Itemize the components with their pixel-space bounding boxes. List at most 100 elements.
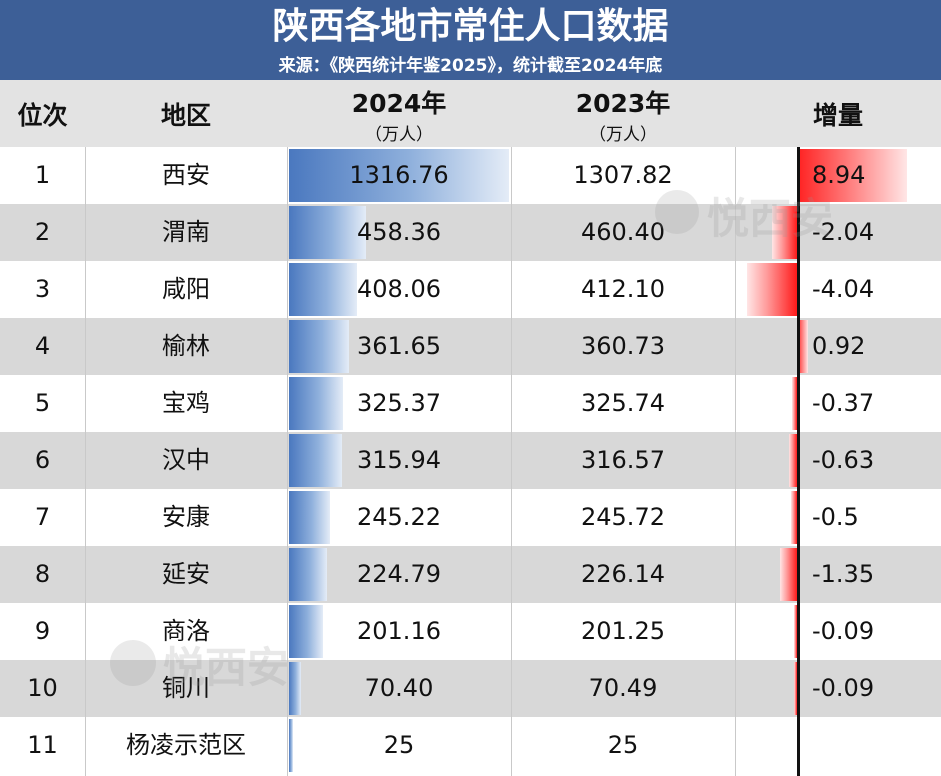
cell-region: 咸阳 (162, 275, 210, 303)
bar-2024 (289, 605, 323, 658)
cell-increase: -0.5 (812, 503, 859, 531)
cell-value-2023: 325.74 (581, 389, 665, 417)
table-row: 6 汉中 315.94 316.57 -0.63 (0, 432, 941, 489)
bar-increase (792, 377, 797, 430)
cell-rank: 4 (34, 332, 51, 360)
table-row: 5 宝鸡 325.37 325.74 -0.37 (0, 375, 941, 432)
bar-increase (771, 206, 797, 259)
cell-rank: 9 (34, 617, 51, 645)
cell-value-2023: 1307.82 (573, 161, 673, 189)
bar-increase (747, 263, 797, 316)
cell-rank: 1 (34, 161, 51, 189)
cell-increase: -1.35 (812, 560, 875, 588)
cell-rank: 6 (34, 446, 51, 474)
cell-region: 西安 (162, 161, 210, 189)
header-region: 地区 (160, 101, 211, 130)
cell-value-2023: 201.25 (581, 617, 665, 645)
cell-value-2023: 316.57 (581, 446, 665, 474)
watermark-logo-icon (110, 640, 156, 686)
cell-region: 商洛 (162, 617, 210, 645)
table-row: 3 咸阳 408.06 412.10 -4.04 (0, 261, 941, 318)
bar-2024 (289, 263, 358, 316)
bar-2024 (289, 434, 342, 487)
cell-region: 汉中 (162, 446, 210, 474)
watermark-text: 悦西安 (707, 194, 834, 243)
cell-region: 渭南 (162, 218, 210, 246)
table-row: 11 杨凌示范区 25 25 (0, 717, 941, 774)
table-row: 7 安康 245.22 245.72 -0.5 (0, 489, 941, 546)
cell-value-2023: 360.73 (581, 332, 665, 360)
header-2024-year: 2024年 (351, 89, 447, 118)
cell-value-2023: 245.72 (581, 503, 665, 531)
cell-increase: -0.37 (812, 389, 875, 417)
cell-increase: 0.92 (812, 332, 866, 360)
cell-value-2024: 315.94 (357, 446, 441, 474)
column-divider (287, 147, 288, 776)
cell-region: 杨凌示范区 (126, 731, 246, 759)
cell-rank: 7 (34, 503, 51, 531)
table-row: 9 商洛 201.16 201.25 -0.09 (0, 603, 941, 660)
cell-increase: -0.63 (812, 446, 875, 474)
header-rank: 位次 (17, 101, 68, 130)
cell-value-2023: 412.10 (581, 275, 665, 303)
cell-region: 安康 (162, 503, 210, 531)
bar-increase (797, 320, 809, 373)
cell-region: 铜川 (162, 674, 210, 702)
bar-2024 (289, 662, 301, 715)
cell-value-2024: 224.79 (357, 560, 441, 588)
bar-2024 (289, 491, 330, 544)
cell-rank: 11 (27, 731, 58, 759)
cell-rank: 5 (34, 389, 51, 417)
bar-2024 (289, 149, 509, 202)
cell-value-2024: 201.16 (357, 617, 441, 645)
header-2024: 2024年 （万人） (287, 84, 511, 145)
header-2023-year: 2023年 (575, 89, 671, 118)
cell-rank: 8 (34, 560, 51, 588)
bar-increase (790, 491, 797, 544)
header-2023: 2023年 （万人） (511, 84, 735, 145)
increase-zero-axis (797, 147, 800, 776)
page-title: 陕西各地市常住人口数据 (272, 6, 669, 47)
cell-increase: -0.09 (812, 674, 875, 702)
header-2024-unit: （万人） (365, 125, 433, 145)
cell-region: 榆林 (162, 332, 210, 360)
title-bar: 陕西各地市常住人口数据 来源：《陕西统计年鉴2025》，统计截至2024年底 (0, 0, 941, 80)
cell-value-2023: 25 (607, 731, 639, 759)
cell-value-2024: 1316.76 (349, 161, 449, 189)
cell-rank: 10 (27, 674, 58, 702)
column-divider (511, 147, 512, 776)
bar-2024 (289, 206, 366, 259)
cell-region: 宝鸡 (162, 389, 210, 417)
cell-value-2024: 245.22 (357, 503, 441, 531)
cell-increase: -4.04 (812, 275, 875, 303)
bar-2024 (289, 719, 294, 772)
cell-value-2023: 70.49 (588, 674, 658, 702)
cell-rank: 2 (34, 218, 51, 246)
table-row: 8 延安 224.79 226.14 -1.35 (0, 546, 941, 603)
table-row: 2 渭南 458.36 460.40 -2.04 (0, 204, 941, 261)
column-divider (85, 147, 86, 776)
table-row: 4 榆林 361.65 360.73 0.92 (0, 318, 941, 375)
cell-value-2024: 325.37 (357, 389, 441, 417)
page-subtitle: 来源：《陕西统计年鉴2025》，统计截至2024年底 (278, 56, 663, 76)
cell-region: 延安 (162, 560, 210, 588)
cell-increase: -2.04 (812, 218, 875, 246)
column-divider (735, 147, 736, 776)
bar-increase (797, 149, 907, 202)
header-increase: 增量 (812, 101, 863, 130)
cell-value-2024: 361.65 (357, 332, 441, 360)
watermark-logo-icon (655, 190, 699, 234)
table-header: 位次 地区 2024年 （万人） 2023年 （万人） 增量 (0, 80, 941, 147)
bar-increase (789, 434, 797, 487)
cell-increase: 8.94 (812, 161, 866, 189)
bar-increase (794, 662, 797, 715)
cell-value-2024: 25 (383, 731, 415, 759)
bar-increase (794, 605, 797, 658)
bar-increase (780, 548, 797, 601)
header-2023-unit: （万人） (589, 125, 657, 145)
table-row: 10 铜川 70.40 70.49 -0.09 (0, 660, 941, 717)
cell-value-2024: 408.06 (357, 275, 441, 303)
bar-2024 (289, 548, 327, 601)
table-row: 1 西安 1316.76 1307.82 8.94 (0, 147, 941, 204)
